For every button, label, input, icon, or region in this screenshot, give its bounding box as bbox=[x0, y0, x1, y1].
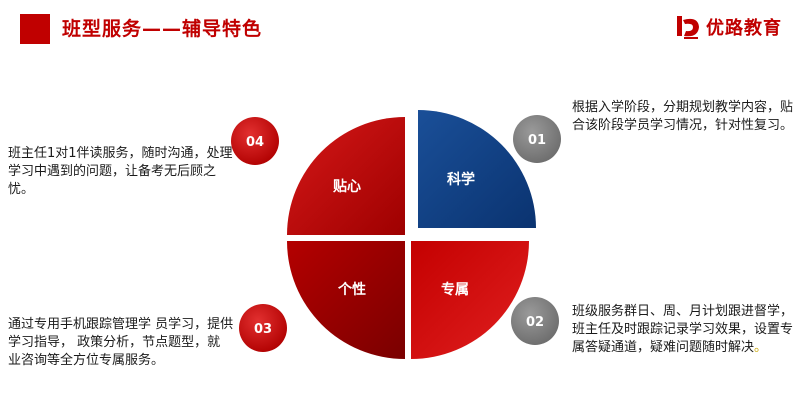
page-title: 班型服务——辅导特色 bbox=[62, 18, 263, 40]
description-02-end-mark: 。 bbox=[754, 340, 768, 355]
badge-03: 03 bbox=[239, 304, 287, 352]
badge-02-label: 02 bbox=[526, 315, 544, 330]
badge-02: 02 bbox=[511, 297, 559, 345]
quadrant-exclusive bbox=[411, 241, 529, 359]
badge-04: 04 bbox=[231, 117, 279, 165]
description-04: 班主任1对1伴读服务，随时沟通，处理学习中遇到的问题，让备考无后顾之忧。 bbox=[8, 146, 233, 197]
brand-logo-icon bbox=[677, 16, 699, 39]
brand-logo: 优路教育 bbox=[676, 12, 782, 42]
badge-03-label: 03 bbox=[254, 322, 272, 337]
description-01: 根据入学阶段，分期规划教学内容，贴合该阶段学员学习情况，针对性复习。 bbox=[572, 100, 794, 133]
quadrant-personal bbox=[287, 241, 405, 359]
quadrant-science bbox=[418, 110, 536, 228]
quadrant-label-exclusive: 专属 bbox=[441, 281, 469, 298]
quadrant-label-personal: 个性 bbox=[337, 281, 366, 298]
header-accent-square bbox=[20, 14, 50, 44]
badge-04-label: 04 bbox=[246, 135, 264, 150]
brand-logo-text: 优路教育 bbox=[706, 18, 782, 39]
badge-01-label: 01 bbox=[528, 133, 546, 148]
description-02-text: 班级服务群日、周、月计划跟进督学，班主任及时跟踪记录学习效果，设置专属答疑通道，… bbox=[572, 304, 794, 355]
quadrant-label-science: 科学 bbox=[447, 171, 475, 188]
description-02: 班级服务群日、周、月计划跟进督学，班主任及时跟踪记录学习效果，设置专属答疑通道，… bbox=[572, 303, 798, 357]
description-03: 通过专用手机跟踪管理学 员学习，提供学习指导， 政策分析，节点题型，就 业咨询等… bbox=[8, 317, 234, 368]
quadrant-attentive bbox=[287, 117, 405, 235]
badge-01: 01 bbox=[513, 115, 561, 163]
quadrant-label-attentive: 贴心 bbox=[333, 178, 361, 195]
